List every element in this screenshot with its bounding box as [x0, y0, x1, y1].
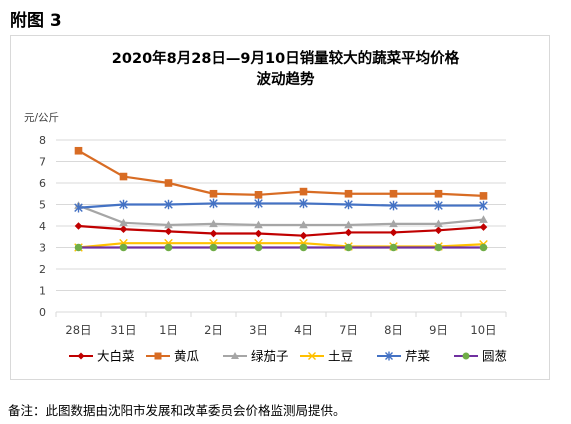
legend-marker [154, 352, 162, 360]
data-point [344, 189, 353, 198]
data-point [209, 243, 218, 252]
data-point [434, 200, 443, 211]
legend-label: 黄瓜 [174, 349, 200, 364]
data-point [479, 223, 488, 231]
chart-title: 2020年8月28日—9月10日销量较大的蔬菜平均价格 波动趋势 [0, 49, 571, 91]
data-point [209, 229, 218, 238]
data-point [74, 146, 83, 155]
data-point [164, 220, 173, 229]
data-point [209, 219, 218, 228]
data-point [344, 228, 353, 237]
data-point [434, 219, 443, 228]
data-point [74, 243, 83, 252]
data-point [119, 172, 128, 181]
data-point [254, 198, 263, 209]
data-point [479, 243, 488, 252]
y-tick-label: 3 [39, 242, 46, 255]
data-point [119, 218, 128, 227]
data-point [119, 199, 128, 210]
legend-label: 芹菜 [405, 349, 431, 364]
data-point [119, 225, 128, 234]
data-point [254, 191, 263, 199]
data-point [164, 179, 173, 187]
y-tick-label: 0 [39, 306, 46, 319]
data-point [254, 220, 263, 229]
x-tick-label: 2日 [204, 323, 223, 337]
legend-label: 圆葱 [482, 349, 507, 364]
y-tick-label: 5 [39, 199, 46, 212]
legend-marker [308, 352, 316, 360]
series-line [78, 224, 484, 237]
data-point [299, 198, 308, 209]
y-tick-label: 7 [39, 156, 46, 169]
series-line [78, 204, 484, 227]
data-point [119, 243, 128, 252]
data-point [299, 231, 308, 240]
x-tick-label: 28日 [65, 323, 91, 337]
data-point [434, 189, 443, 198]
legend-marker [462, 352, 470, 360]
data-point [389, 219, 398, 228]
x-tick-label: 3日 [249, 323, 268, 337]
data-point [389, 243, 398, 252]
series-line [77, 149, 484, 197]
legend-marker [231, 352, 239, 359]
legend-label: 绿茄子 [251, 349, 289, 364]
data-point [479, 192, 488, 200]
x-tick-label: 8日 [384, 323, 403, 337]
y-tick-label: 8 [39, 134, 46, 147]
x-tick-label: 4日 [294, 323, 313, 337]
x-tick-label: 1日 [159, 323, 178, 337]
legend-marker [77, 352, 85, 360]
data-point [344, 243, 353, 252]
data-point [164, 227, 173, 236]
data-point [164, 243, 173, 252]
data-point [254, 229, 263, 238]
data-point [74, 222, 83, 230]
x-tick-label: 31日 [110, 323, 136, 337]
data-point [389, 189, 398, 198]
data-point [209, 198, 218, 209]
y-tick-label: 6 [39, 177, 46, 190]
chart-frame [10, 35, 550, 380]
y-tick-label: 1 [39, 285, 46, 298]
legend-label: 土豆 [328, 349, 353, 364]
data-point [344, 220, 353, 229]
data-point [299, 220, 308, 229]
data-point [434, 226, 443, 235]
data-point [389, 228, 398, 237]
data-point [479, 215, 488, 223]
chart-title-line-2: 波动趋势 [256, 72, 315, 88]
data-point [299, 187, 308, 196]
data-point [389, 200, 398, 211]
x-tick-label: 7日 [339, 323, 358, 337]
x-tick-label: 10日 [470, 323, 496, 337]
data-point [164, 199, 173, 210]
legend-marker [385, 351, 393, 361]
series-line [78, 202, 484, 209]
data-point [344, 199, 353, 210]
chart-title-line-1: 2020年8月28日—9月10日销量较大的蔬菜平均价格 [111, 51, 460, 67]
legend-label: 大白菜 [97, 349, 135, 364]
figure-label: 附图 3 [10, 11, 62, 31]
data-point [254, 243, 263, 252]
y-tick-label: 2 [39, 263, 46, 276]
y-tick-label: 4 [39, 220, 46, 233]
data-point [209, 189, 218, 198]
data-point [434, 243, 443, 252]
data-point [299, 243, 308, 252]
data-point [74, 202, 83, 213]
footnote: 备注：此图数据由沈阳市发展和改革委员会价格监测局提供。 [8, 403, 346, 418]
x-tick-label: 9日 [429, 323, 448, 337]
data-point [479, 200, 488, 211]
y-axis-label: 元/公斤 [24, 112, 59, 124]
